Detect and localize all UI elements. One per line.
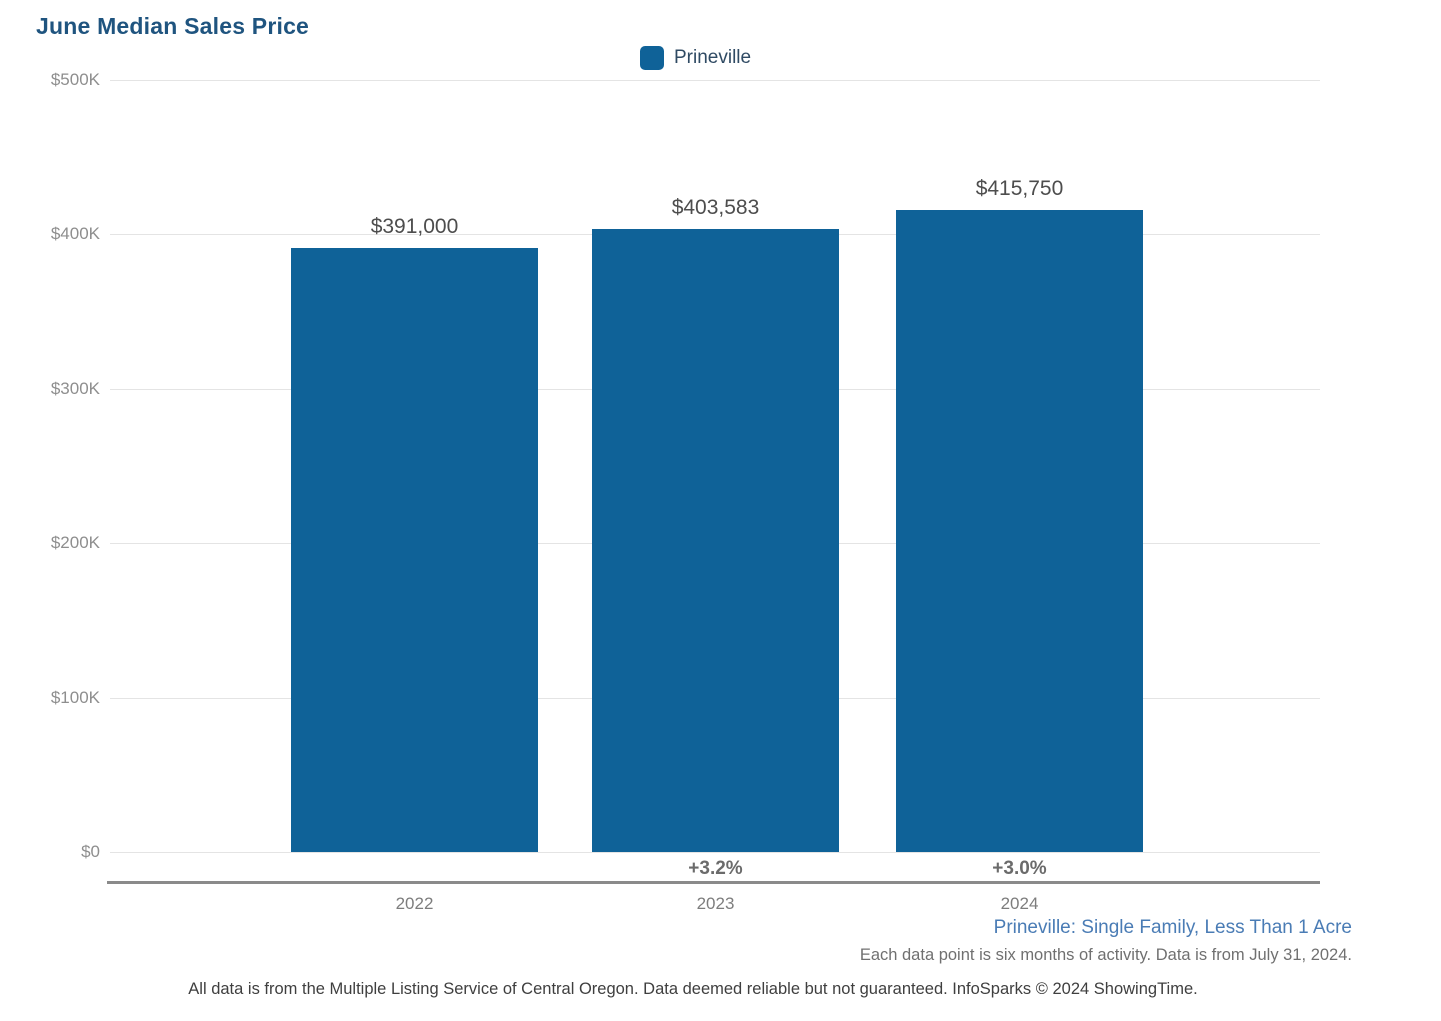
disclaimer-text: All data is from the Multiple Listing Se… — [188, 980, 1198, 998]
data-period-note: Each data point is six months of activit… — [859, 946, 1352, 964]
y-axis-tick-500k: $500K — [50, 70, 100, 89]
gridline-0 — [110, 852, 1320, 853]
x-axis-tick-2023: 2023 — [696, 894, 735, 913]
x-axis-tick-2022: 2022 — [395, 894, 434, 913]
legend-swatch-icon — [640, 46, 664, 70]
x-axis-tick-2024: 2024 — [1000, 894, 1039, 913]
y-axis-tick-100k: $100K — [50, 688, 100, 707]
gridline-500k — [110, 80, 1320, 81]
y-axis-tick-200k: $200K — [50, 533, 100, 552]
bar-value-label-2023: $403,583 — [671, 196, 760, 219]
bar-2023[interactable] — [592, 229, 839, 852]
legend-label: Prineville — [674, 47, 752, 68]
bar-value-label-2022: $391,000 — [370, 215, 459, 238]
bar-2024[interactable] — [896, 210, 1143, 852]
x-axis-line — [107, 881, 1320, 884]
chart-title: June Median Sales Price — [36, 13, 310, 39]
series-description-link[interactable]: Prineville: Single Family, Less Than 1 A… — [993, 917, 1352, 938]
y-axis-tick-300k: $300K — [50, 379, 100, 398]
legend-item-prineville[interactable]: Prineville — [640, 46, 751, 70]
bar-value-label-2024: $415,750 — [975, 177, 1064, 200]
bar-2022[interactable] — [291, 248, 538, 852]
pct-change-label-2023: +3.2% — [688, 858, 743, 879]
y-axis-tick-0: $0 — [81, 842, 100, 861]
y-axis-tick-400k: $400K — [50, 224, 100, 243]
pct-change-label-2024: +3.0% — [992, 858, 1047, 879]
